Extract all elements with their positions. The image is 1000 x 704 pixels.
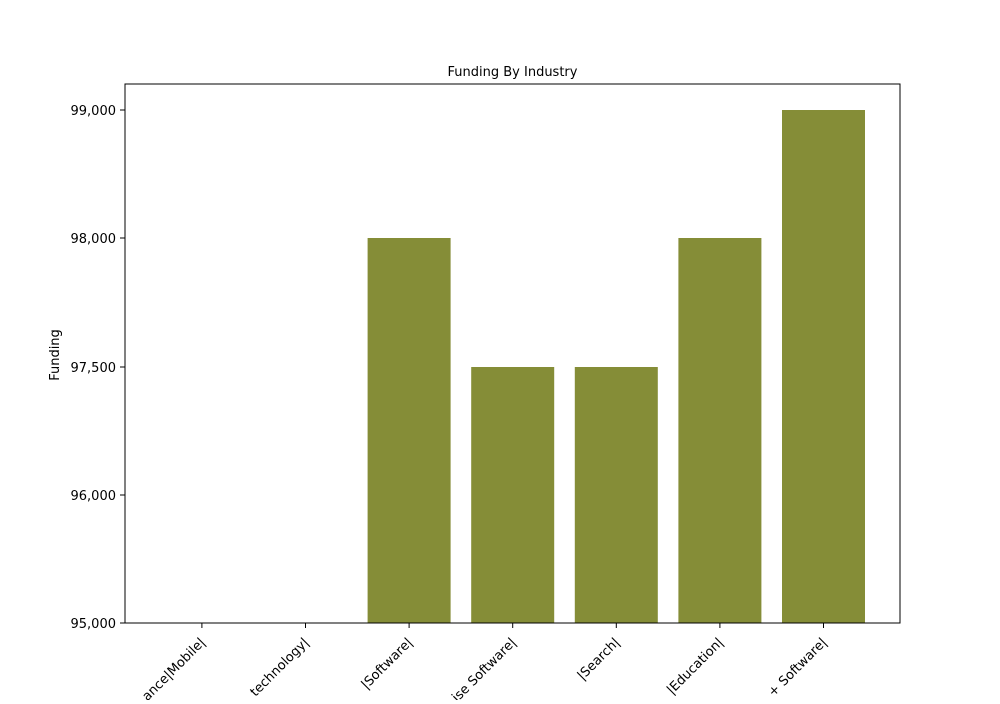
x-tick-label: ance|Mobile| (140, 635, 209, 700)
x-tick-label: |Software| (359, 635, 416, 692)
bar-7 (782, 110, 865, 623)
y-tick-label: 96,000 (71, 489, 117, 504)
chart-title: Funding By Industry (448, 65, 578, 80)
bar-3 (367, 238, 451, 623)
y-tick-label: 95,000 (71, 617, 117, 632)
x-tick-label: technology| (248, 635, 313, 700)
y-axis-ticks: 95,000 96,000 97,500 98,000 99,000 (71, 104, 125, 632)
x-tick-label: |Search| (575, 635, 623, 683)
x-tick-label: + Software| (765, 635, 830, 700)
x-axis-ticks: ance|Mobile| technology| |Software| ise Sof… (140, 623, 830, 704)
x-tick-label: ise Software| (449, 635, 519, 700)
plot-frame (124, 83, 901, 624)
bar-6 (678, 238, 762, 623)
y-tick-label: 97,500 (71, 361, 117, 376)
x-tick-label: |Education| (664, 635, 727, 698)
bar-5 (574, 367, 658, 623)
y-tick-label: 99,000 (71, 104, 117, 119)
y-tick-label: 98,000 (71, 232, 117, 247)
y-axis-label: Funding (48, 329, 63, 381)
bar-4 (471, 367, 555, 623)
bars (367, 110, 865, 623)
